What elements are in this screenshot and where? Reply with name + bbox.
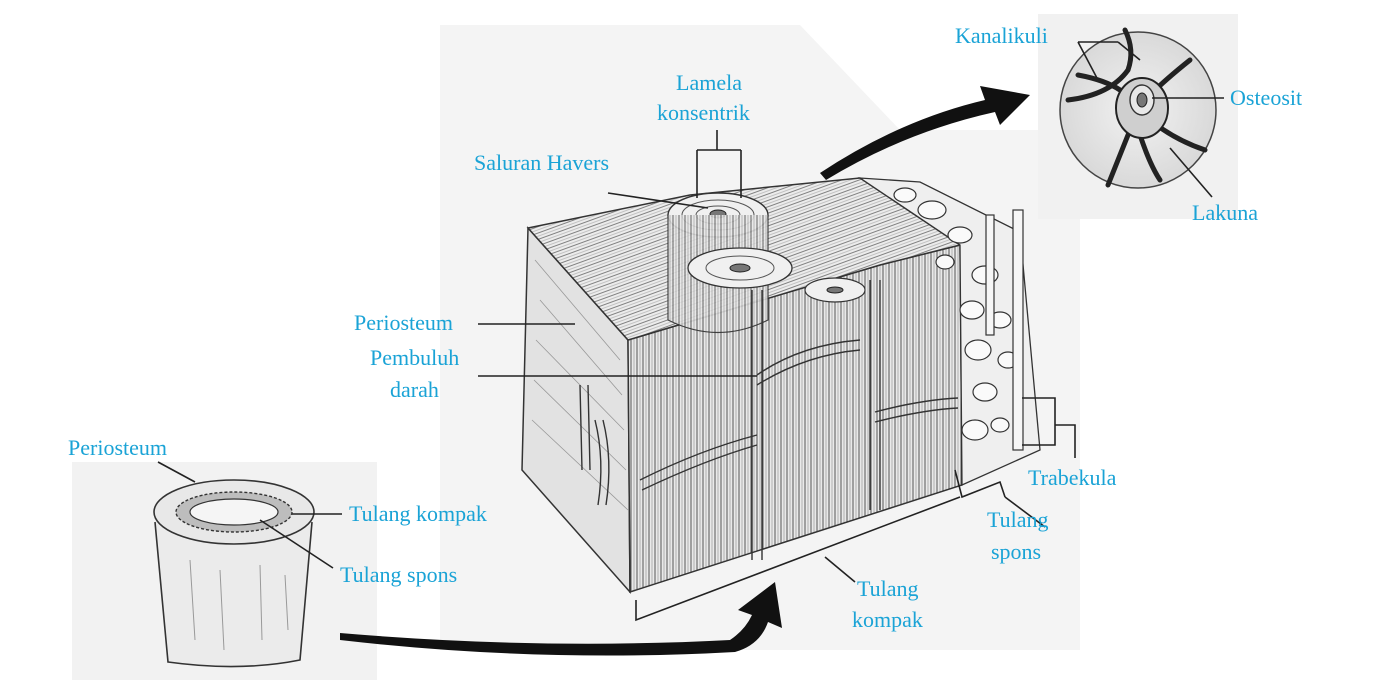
osteosit-label: Osteosit bbox=[1230, 85, 1302, 110]
trabekula-label: Trabekula bbox=[1028, 465, 1117, 490]
lamela-label-line1: Lamela bbox=[676, 70, 742, 95]
arrow-to-inset bbox=[820, 86, 1030, 180]
kanalikuli-label: Kanalikuli bbox=[955, 23, 1048, 48]
periosteum-small-label: Periosteum bbox=[68, 435, 167, 460]
tulang-spons-label-line1: Tulang bbox=[987, 507, 1049, 532]
blood-vessels bbox=[579, 280, 959, 560]
osteocyte-inset bbox=[1059, 27, 1217, 189]
long-bone-cross-section bbox=[153, 479, 315, 668]
saluran-havers-label: Saluran Havers bbox=[474, 150, 609, 175]
tulang-kompak-label-line2: kompak bbox=[852, 607, 923, 632]
lamela-label-line2: konsentrik bbox=[657, 100, 750, 125]
tulang-spons-label-line2: spons bbox=[991, 539, 1041, 564]
medullary-cavity bbox=[189, 498, 279, 526]
trabecula-rods bbox=[985, 209, 1024, 451]
periosteum-main-label: Periosteum bbox=[354, 310, 453, 335]
tulang-kompak-label-line1: Tulang bbox=[857, 576, 919, 601]
pembuluh-label-line2: darah bbox=[390, 377, 439, 402]
small-tulang-spons-label: Tulang spons bbox=[340, 562, 457, 587]
bone-block bbox=[521, 177, 1041, 594]
small-tulang-kompak-label: Tulang kompak bbox=[349, 501, 487, 526]
pembuluh-label-line1: Pembuluh bbox=[370, 345, 459, 370]
arrow-to-block bbox=[340, 582, 782, 656]
lakuna-label: Lakuna bbox=[1192, 200, 1258, 225]
leader-lines bbox=[157, 41, 1224, 622]
spongy-bone bbox=[857, 177, 1041, 487]
